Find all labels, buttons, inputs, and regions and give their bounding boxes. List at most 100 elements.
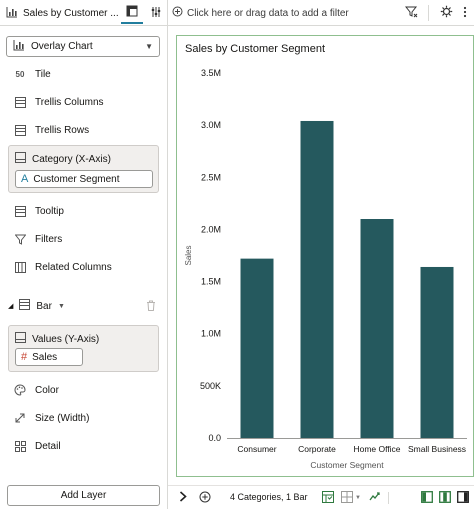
add-canvas-button[interactable] [198,490,212,506]
bar[interactable] [420,266,454,438]
filters-label: Filters [35,233,63,245]
drop-zone-color[interactable]: Color [14,382,59,398]
filter-placeholder: Click here or drag data to add a filter [187,7,349,19]
grammar-panel: Overlay Chart ▼ 50 Tile Trellis Columns … [0,26,168,509]
y-tick-label: 1.0M [201,329,221,339]
tooltip-label: Tooltip [35,205,64,217]
grid-layout-icon [341,490,354,506]
toolbar-divider [428,5,429,21]
layer-dropdown-icon[interactable]: ▼ [57,302,65,310]
y-tick-label: 1.5M [201,277,221,287]
y-tick-label: 2.5M [201,172,221,182]
layer-bar-header[interactable]: ◢ Bar ▼ [8,298,158,314]
drop-zone-detail[interactable]: Detail [14,438,61,454]
drop-zone-size[interactable]: Size (Width) [14,410,89,426]
panel-center-icon [439,490,451,506]
x-tick-label: Corporate [298,444,336,454]
filter-funnel-icon [404,5,418,21]
size-label: Size (Width) [35,412,90,424]
values-header: Values (Y-Axis) [15,332,99,346]
center-panel-toggle[interactable] [438,490,452,506]
detail-grid-icon [14,440,26,452]
drop-zone-trellis-columns[interactable]: Trellis Columns [14,94,104,110]
x-tick-label: Home Office [353,444,400,454]
visualization-canvas[interactable]: Sales by Customer Segment 0.0 500K 1.0M 1.5… [176,35,474,477]
x-tick-label: Consumer [237,444,276,454]
plus-circle-icon [199,491,211,506]
y-tick-label: 3.0M [201,120,221,130]
chevron-right-icon [179,491,187,505]
bar[interactable] [240,258,274,438]
drop-zone-values[interactable]: Values (Y-Axis) # Sales [8,325,159,372]
bar[interactable] [360,219,394,438]
x-axis: Consumer Corporate Home Office Small Busine… [227,438,467,470]
add-filter-icon [172,6,183,20]
more-options-button[interactable] [459,4,471,22]
y-axis-title: Sales [184,245,193,265]
top-toolbar: Sales by Customer ... Click here or drag… [0,0,474,26]
expand-panel-button[interactable] [176,490,190,506]
trellis-rows-label: Trellis Rows [35,124,90,136]
x-tick-label: Small Business [408,444,466,454]
palette-icon [14,384,26,396]
panel-left-icon [421,490,433,506]
status-bar: 4 Categories, 1 Bar ▼ [168,485,474,509]
y-tick-label: 2.0M [201,224,221,234]
drop-zone-category[interactable]: Category (X-Axis) A Customer Segment [8,145,159,193]
panel-right-icon [457,490,469,506]
color-label: Color [35,384,59,396]
bar[interactable] [300,120,334,438]
related-columns-label: Related Columns [35,261,112,273]
right-panel-toggle[interactable] [456,490,470,506]
auto-insights-button[interactable] [368,490,382,506]
drop-zone-filters[interactable]: Filters [14,231,62,247]
y-tick-label: 3.5M [201,68,221,78]
trellis-rows-icon [14,124,26,136]
y-axis: 0.0 500K 1.0M 1.5M 2.0M 2.5M 3.0M 3.5M Sales [184,68,221,443]
values-label: Values (Y-Axis) [32,333,100,345]
table-view-button[interactable] [321,490,335,506]
visualization-title-tab[interactable]: Sales by Customer ... [6,4,119,22]
related-columns-icon [14,261,26,273]
statusbar-divider [388,492,389,504]
layer-type-label: Bar [36,300,52,312]
bar-chart-icon [6,6,18,21]
gear-icon [440,5,453,21]
y-tick-label: 0.0 [208,433,221,443]
panel-tabs: Sales by Customer ... [0,0,168,26]
add-layer-button[interactable]: Add Layer [7,485,160,506]
chart-type-select[interactable]: Overlay Chart ▼ [6,36,160,57]
trash-icon[interactable] [146,300,156,314]
trellis-columns-icon [14,96,26,108]
tooltip-icon [14,205,26,217]
tab-properties[interactable] [145,2,167,24]
measure-hash-icon: # [21,351,28,363]
drop-zone-related-columns[interactable]: Related Columns [14,259,112,275]
chart-type-value: Overlay Chart [31,41,93,52]
trellis-columns-label: Trellis Columns [35,96,104,108]
category-label: Category (X-Axis) [32,153,111,165]
tab-grammar[interactable] [121,2,143,24]
vertical-dots-icon [463,6,467,21]
chevron-down-icon: ▼ [355,495,361,501]
values-axis-icon [15,332,26,346]
values-column-name: Sales [32,351,58,363]
drop-zone-tile[interactable]: 50 Tile [14,66,51,82]
lightning-icon [369,491,381,506]
chevron-down-icon: ▼ [145,42,153,51]
drop-zone-trellis-rows[interactable]: Trellis Rows [14,122,89,138]
resize-arrows-icon [14,412,26,424]
table-icon [322,490,334,506]
settings-button[interactable] [437,4,455,22]
filter-options-button[interactable] [402,4,420,22]
layout-menu-button[interactable]: ▼ [340,490,362,506]
data-summary: 4 Categories, 1 Bar [230,492,308,502]
tile-icon: 50 [15,69,25,79]
category-axis-icon [15,152,26,166]
bar-chart[interactable]: 0.0 500K 1.0M 1.5M 2.0M 2.5M 3.0M 3.5M Sales Con… [177,36,473,476]
filter-bar[interactable]: Click here or drag data to add a filter [172,4,349,22]
values-column-pill[interactable]: # Sales [15,348,83,366]
left-panel-toggle[interactable] [420,490,434,506]
category-column-pill[interactable]: A Customer Segment [15,170,153,188]
drop-zone-tooltip[interactable]: Tooltip [14,203,64,219]
